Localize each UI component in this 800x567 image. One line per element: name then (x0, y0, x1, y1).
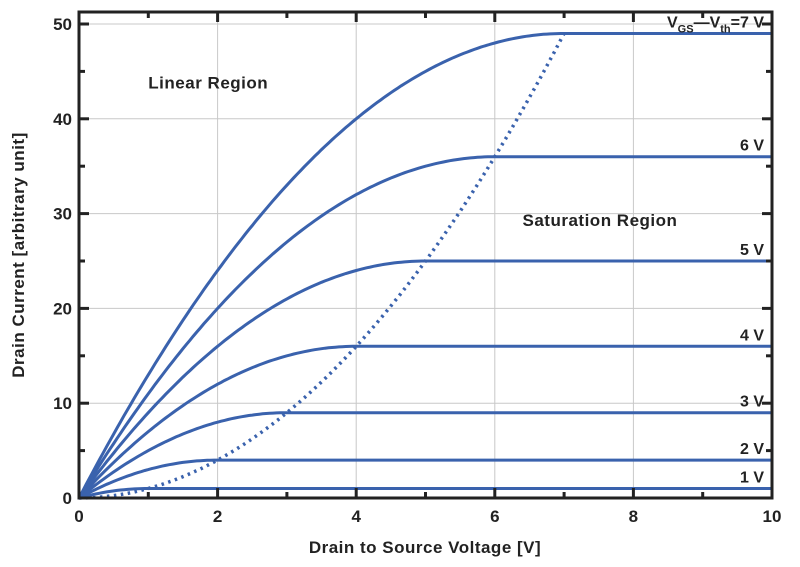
x-tick-label: 4 (351, 507, 361, 526)
curve-label-1v: 1 V (740, 470, 764, 487)
grid (79, 12, 772, 498)
x-tick-label: 0 (74, 507, 83, 526)
curves (77, 32, 772, 500)
y-tick-label: 10 (53, 394, 72, 413)
curve-label-part: —V (694, 14, 721, 31)
curve-label-5v: 5 V (740, 242, 764, 259)
curve-label-part: V (667, 14, 678, 31)
x-tick-label: 10 (763, 507, 782, 526)
curve-label-part: =7 V (731, 14, 765, 31)
x-tick-label: 2 (213, 507, 222, 526)
y-axis-label: Drain Current [arbitrary unit] (9, 132, 28, 377)
annotation-saturation-region: Saturation Region (523, 211, 678, 230)
curve-label-part: GS (678, 23, 694, 35)
curve-7v (77, 32, 772, 499)
curve-1v (78, 487, 772, 500)
curve-4v (77, 344, 772, 500)
curve-label-3v: 3 V (740, 394, 764, 411)
y-tick-label: 50 (53, 15, 72, 34)
curve-label-part: th (720, 23, 731, 35)
x-axis-label: Drain to Source Voltage [V] (309, 538, 541, 557)
curve-6v (77, 155, 772, 499)
x-tick-label: 8 (629, 507, 638, 526)
y-tick-label: 20 (53, 299, 72, 318)
curve-labels: 1 V 2 V 3 V 4 V 5 V 6 V VGS—Vth=7 V (667, 14, 764, 486)
curve-2v (78, 458, 772, 500)
curve-label-7v: VGS—Vth=7 V (667, 14, 764, 35)
curve-3v (78, 411, 772, 500)
ticks: 0 2 4 6 8 10 0 10 20 30 40 50 (53, 12, 781, 526)
y-tick-label: 30 (53, 205, 72, 224)
y-tick-label: 0 (63, 489, 72, 508)
x-tick-label: 6 (490, 507, 499, 526)
curve-label-6v: 6 V (740, 138, 764, 155)
annotation-linear-region: Linear Region (148, 73, 268, 92)
y-tick-label: 40 (53, 110, 72, 129)
curve-label-4v: 4 V (740, 327, 764, 344)
curve-label-2v: 2 V (740, 441, 764, 458)
